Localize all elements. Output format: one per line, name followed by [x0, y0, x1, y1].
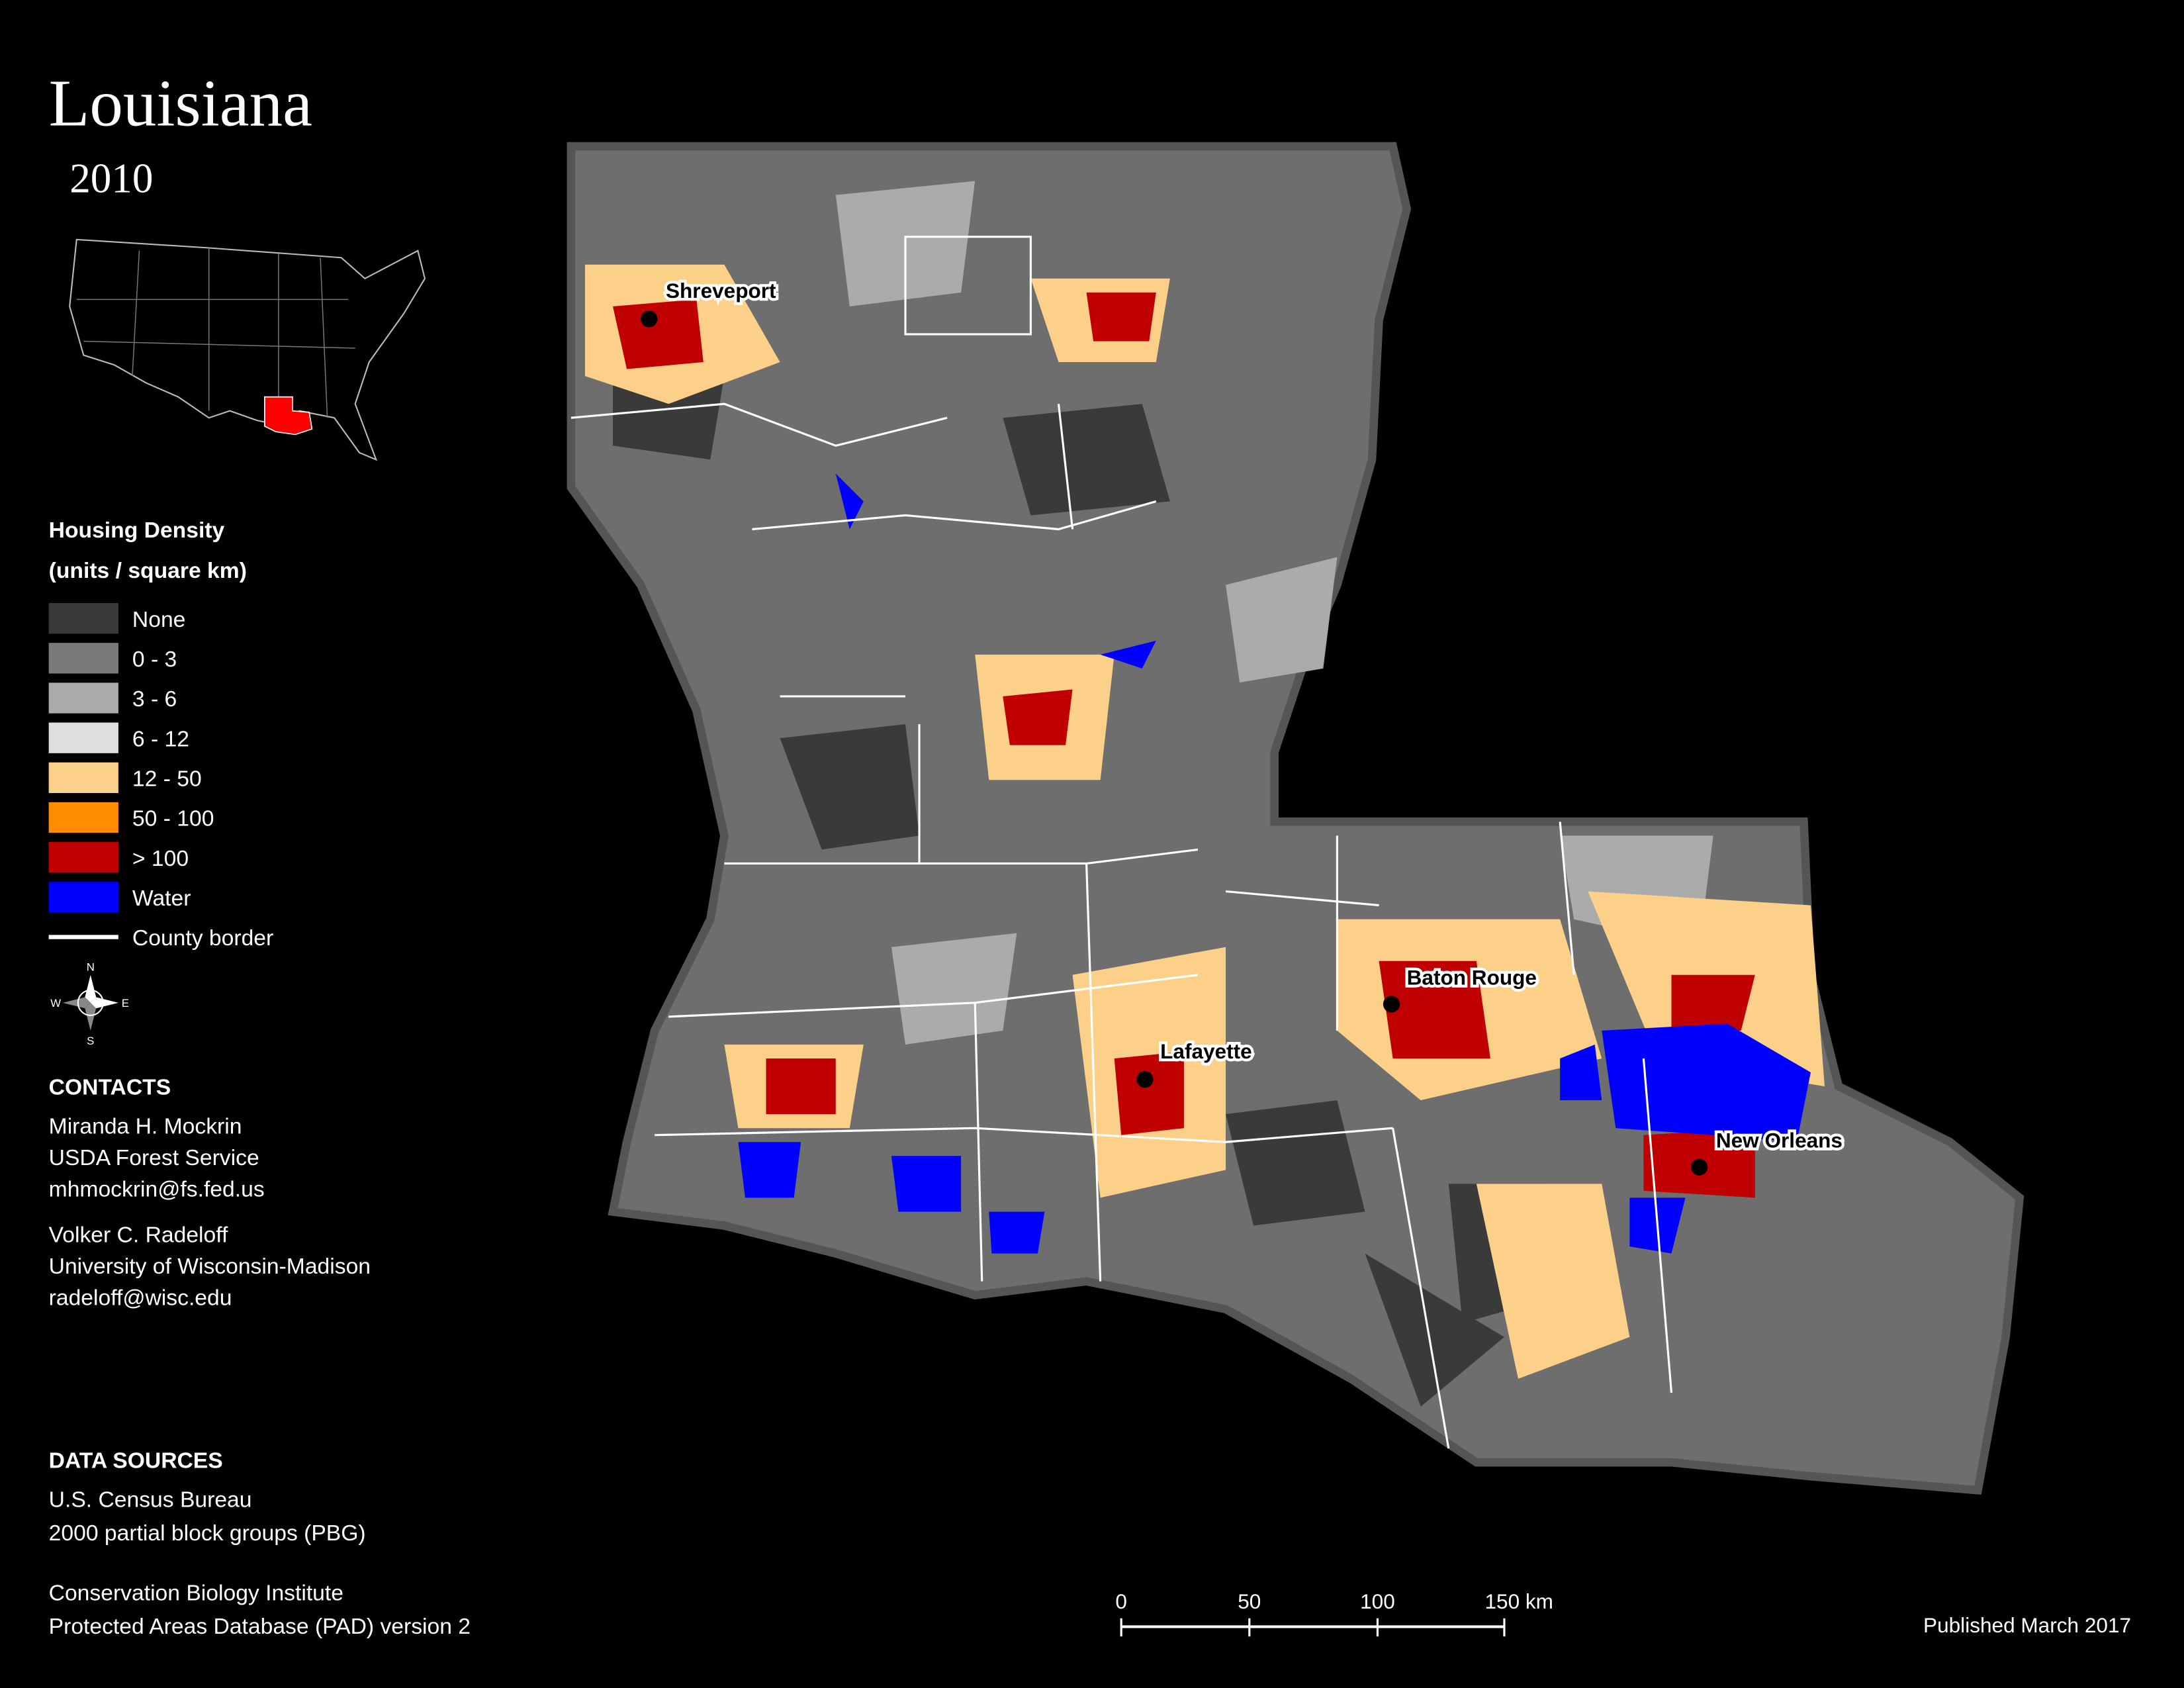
legend-swatch [48, 682, 118, 714]
city-label: Shreveport [666, 279, 776, 303]
compass-needle [62, 997, 91, 1009]
scale-bar: 0 50 100 150 km [1115, 1589, 1553, 1637]
compass-ring [77, 989, 104, 1016]
data-sources: U.S. Census Bureau 2000 partial block gro… [49, 1487, 471, 1638]
legend-label: County border [132, 926, 273, 951]
compass-label: W [50, 997, 61, 1009]
legend-label: 50 - 100 [132, 807, 214, 831]
legend: None 0 - 3 3 - 6 6 - 12 12 - 50 50 - 100 > 100… [48, 603, 273, 951]
compass-needle [85, 1002, 97, 1031]
city-dot [1383, 996, 1400, 1013]
legend-subtitle: (units / square km) [49, 559, 247, 583]
contact-line: Volker C. Radeloff [49, 1223, 228, 1248]
low-density-areas [835, 181, 1713, 1045]
legend-swatch [48, 802, 118, 833]
compass-label: E [122, 997, 129, 1009]
legend-label: 0 - 3 [132, 647, 177, 672]
contacts-heading: CONTACTS [49, 1076, 171, 1100]
suburban-areas [584, 264, 1825, 1379]
legend-title: Housing Density [49, 518, 225, 543]
compass-needle [90, 997, 118, 1009]
contact-line: USDA Forest Service [49, 1146, 259, 1170]
city-label: New Orleans [1716, 1129, 1843, 1152]
scale-ticks [1120, 1618, 1506, 1637]
urban-areas [613, 292, 1755, 1198]
contacts: Miranda H. Mockrin USDA Forest Service mhm… [49, 1115, 371, 1311]
source-line: Protected Areas Database (PAD) version 2 [49, 1615, 471, 1639]
compass-label: S [87, 1035, 94, 1047]
legend-label: Water [132, 886, 191, 911]
source-line: 2000 partial block groups (PBG) [49, 1521, 366, 1546]
data-sources-heading: DATA SOURCES [49, 1449, 223, 1474]
compass-label: N [87, 961, 95, 973]
none-areas [613, 376, 1561, 1407]
legend-swatch [48, 842, 118, 873]
city-dot [1136, 1070, 1154, 1088]
state-borders [76, 248, 355, 418]
scale-label: 0 [1115, 1589, 1127, 1613]
published-note: Published March 2017 [1923, 1613, 2131, 1637]
legend-swatch [48, 762, 118, 793]
contact-line: Miranda H. Mockrin [49, 1115, 242, 1139]
legend-label: 6 - 12 [132, 727, 189, 751]
contact-line: mhmockrin@fs.fed.us [49, 1177, 265, 1201]
legend-swatch [48, 722, 118, 753]
county-borders [570, 236, 1673, 1449]
city-label: Baton Rouge [1407, 966, 1537, 990]
legend-swatch [48, 643, 118, 674]
city-dot [641, 310, 658, 328]
cities: Shreveport Baton Rouge Lafayette New Orl… [641, 276, 1845, 1176]
city-dot [1690, 1158, 1708, 1176]
legend-label: None [132, 608, 185, 632]
us-outline [69, 238, 426, 461]
source-line: Conservation Biology Institute [49, 1581, 343, 1605]
source-line: U.S. Census Bureau [49, 1487, 252, 1512]
contact-line: radeloff@wisc.edu [49, 1286, 232, 1310]
year: 2010 [69, 155, 153, 201]
legend-label: 12 - 50 [132, 767, 202, 791]
legend-label: > 100 [132, 847, 189, 871]
louisiana-inset [264, 396, 313, 436]
scale-label: 50 [1238, 1589, 1261, 1613]
compass-needle [85, 974, 97, 1003]
city-label: Lafayette [1160, 1039, 1252, 1063]
legend-swatch [48, 603, 118, 634]
legend-label: 3 - 6 [132, 687, 177, 712]
contact-line: University of Wisconsin-Madison [49, 1254, 371, 1279]
scale-label: 150 km [1484, 1589, 1553, 1613]
legend-swatch [48, 882, 118, 913]
us-inset [69, 238, 426, 461]
louisiana-map [567, 142, 2025, 1495]
compass: N E S W [50, 961, 129, 1047]
title: Louisiana [49, 66, 312, 140]
scale-label: 100 [1360, 1589, 1395, 1613]
